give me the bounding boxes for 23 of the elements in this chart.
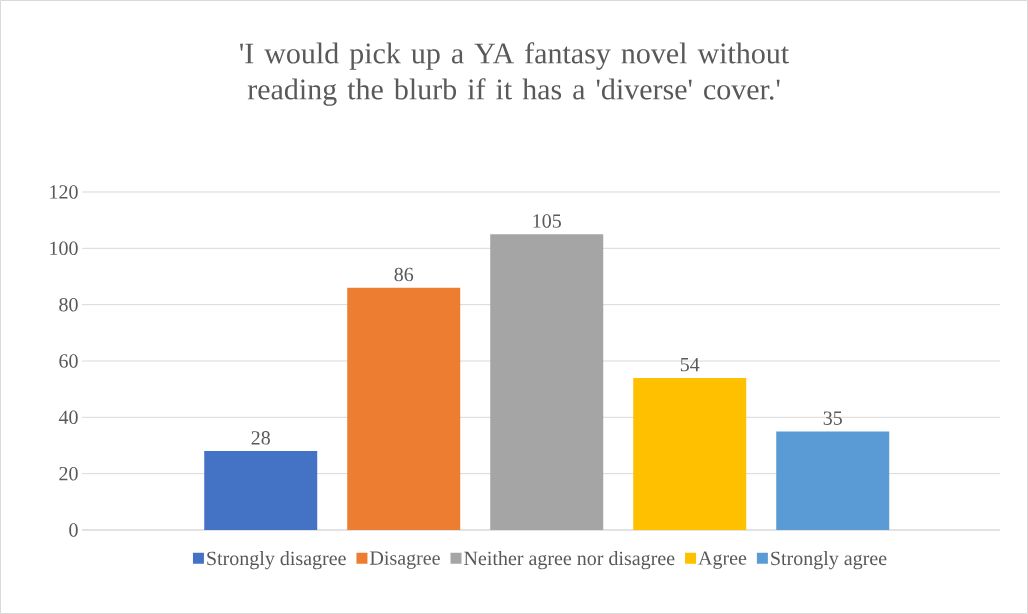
bar: [347, 287, 461, 530]
legend-label: Strongly disagree: [207, 551, 346, 570]
bar: [204, 451, 318, 530]
legend-label: Disagree: [370, 551, 440, 569]
data-label: 86: [394, 267, 414, 282]
data-label: 54: [680, 358, 700, 372]
bar: [776, 431, 890, 530]
y-tick-label: 0: [69, 523, 78, 537]
chart-title: 'I would pick up a YA fantasy novel without reading the blurb if it has a 'diverse' cover.': [240, 42, 789, 106]
data-label: 35: [823, 411, 842, 425]
data-label: 105: [533, 214, 561, 228]
y-tick-label: 120: [50, 185, 78, 199]
y-tick-label: 80: [59, 297, 78, 312]
y-tick-label: 100: [50, 241, 78, 256]
bar: [633, 377, 747, 530]
data-label: 28: [251, 431, 270, 445]
y-tick-label: 20: [59, 466, 78, 481]
legend-label: Agree: [698, 551, 747, 569]
bar: [490, 234, 604, 530]
y-tick-label: 60: [59, 354, 78, 368]
y-tick-label: 40: [58, 410, 78, 425]
legend-label: Neither agree nor disagree: [464, 551, 675, 570]
legend-label: Strongly agree: [771, 551, 887, 570]
